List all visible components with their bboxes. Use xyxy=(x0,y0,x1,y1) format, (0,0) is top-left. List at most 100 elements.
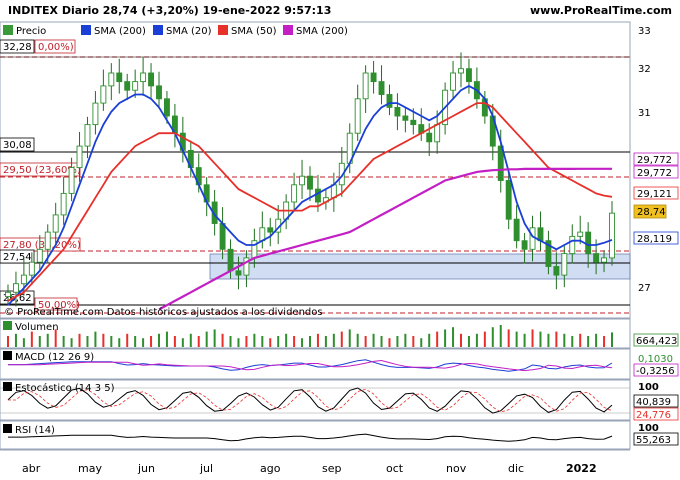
candles xyxy=(5,52,615,307)
stoch-title: Estocástico (14 3 5) xyxy=(15,382,115,394)
x-label-nov: nov xyxy=(446,462,467,475)
candle-body xyxy=(140,72,147,83)
candle-body xyxy=(60,192,67,216)
candle-body xyxy=(36,248,43,263)
volume-swatch xyxy=(3,321,12,330)
volume-bar xyxy=(189,333,192,347)
volume-bar xyxy=(579,333,582,347)
volume-bar xyxy=(14,333,17,347)
candle-body xyxy=(163,98,170,117)
candle-body xyxy=(497,145,504,181)
x-label-oct: oct xyxy=(386,462,404,475)
volume-bar xyxy=(78,333,81,347)
label-fib50-box xyxy=(34,297,78,311)
legend-sma20-swatch xyxy=(153,25,163,35)
candle-body xyxy=(219,223,226,250)
volume-bar xyxy=(173,336,176,347)
label-fib0-box xyxy=(34,39,76,54)
macd-swatch xyxy=(3,351,12,360)
candle-body xyxy=(132,81,139,91)
candle-body xyxy=(116,72,123,83)
volume-bar xyxy=(372,333,375,347)
candle-body xyxy=(44,231,51,250)
volume-bars xyxy=(7,325,613,347)
candle-body xyxy=(338,162,345,186)
legend: Precio SMA (200) SMA (20) SMA (50) SMA (… xyxy=(3,25,348,37)
candle-body xyxy=(426,132,433,143)
macd-value1: 0,1030 xyxy=(638,354,673,365)
stoch-k-line xyxy=(7,387,613,414)
volume-bar xyxy=(348,329,351,347)
x-label-jul: jul xyxy=(199,462,213,475)
stoch-value1-box xyxy=(633,394,679,408)
candle-body xyxy=(52,214,59,233)
axis-tick-33: 33 xyxy=(638,26,651,37)
volume-bar xyxy=(523,333,526,347)
candle-body xyxy=(148,72,155,87)
volume-bar xyxy=(452,327,455,347)
candle-body xyxy=(370,72,377,83)
label-fib236: 29,50 (23,60%) xyxy=(3,165,81,176)
axis-tick-27: 27 xyxy=(638,283,651,294)
rsi-value: 55,263 xyxy=(636,435,671,446)
volume-bar xyxy=(205,331,208,347)
volume-bar xyxy=(261,336,264,347)
volume-bar xyxy=(118,338,121,347)
candle-body xyxy=(569,235,576,255)
macd-value2-box xyxy=(633,363,679,377)
macd-value2: -0,3256 xyxy=(636,366,675,377)
candle-body xyxy=(307,175,313,190)
volume-bar xyxy=(277,336,280,347)
volume-bar xyxy=(229,336,232,347)
candle-body xyxy=(211,201,218,224)
volume-bar xyxy=(587,336,590,347)
stoch-value1: 40,839 xyxy=(636,397,671,408)
copyright: © ProRealTime.com Datos históricos ajust… xyxy=(4,306,323,318)
candle-body xyxy=(553,266,560,276)
candle-body xyxy=(235,270,242,276)
volume-bar xyxy=(94,331,97,347)
volume-bar xyxy=(134,336,137,347)
label-2662: 26,62 xyxy=(3,293,32,304)
candle-body xyxy=(267,227,274,233)
candle-body xyxy=(545,240,552,267)
candle-body xyxy=(291,184,298,203)
volume-bar xyxy=(491,327,494,347)
sma50-line xyxy=(7,102,613,302)
volume-bar xyxy=(380,336,383,347)
candle-body xyxy=(68,167,75,194)
volume-bar xyxy=(332,333,335,347)
volume-bar xyxy=(603,336,606,347)
volume-bar xyxy=(499,325,502,347)
candle-body xyxy=(5,291,11,298)
x-label-sep: sep xyxy=(322,462,341,475)
volume-bar xyxy=(611,332,613,347)
legend-sma20: SMA (20) xyxy=(166,26,212,37)
candle-body xyxy=(243,257,250,276)
candle-body xyxy=(28,261,35,276)
box-sma20-text: 28,119 xyxy=(637,234,672,245)
x-label-dic: dic xyxy=(508,462,524,475)
volume-bar xyxy=(213,329,216,347)
volume-bar xyxy=(181,338,184,347)
candle-body xyxy=(585,231,592,255)
volume-bar xyxy=(316,333,319,347)
volume-bar xyxy=(301,338,304,347)
candle-body xyxy=(402,115,409,121)
volume-value: 664,423 xyxy=(636,336,677,347)
volume-bar xyxy=(269,338,272,347)
candle-body xyxy=(561,253,568,276)
axis-tick-31: 31 xyxy=(638,108,651,119)
rsi-value-box xyxy=(633,432,679,446)
stoch-level: 100 xyxy=(638,382,659,393)
volume-bar xyxy=(7,336,9,347)
volume-bar xyxy=(38,336,41,347)
volume-bar xyxy=(412,336,415,347)
volume-bar xyxy=(150,336,153,347)
volume-bar xyxy=(420,338,423,347)
volume-bar xyxy=(460,333,462,347)
volume-bar xyxy=(30,331,33,347)
candle-body xyxy=(593,253,600,263)
label-2754-box xyxy=(0,249,35,264)
box-sma20 xyxy=(633,231,679,245)
